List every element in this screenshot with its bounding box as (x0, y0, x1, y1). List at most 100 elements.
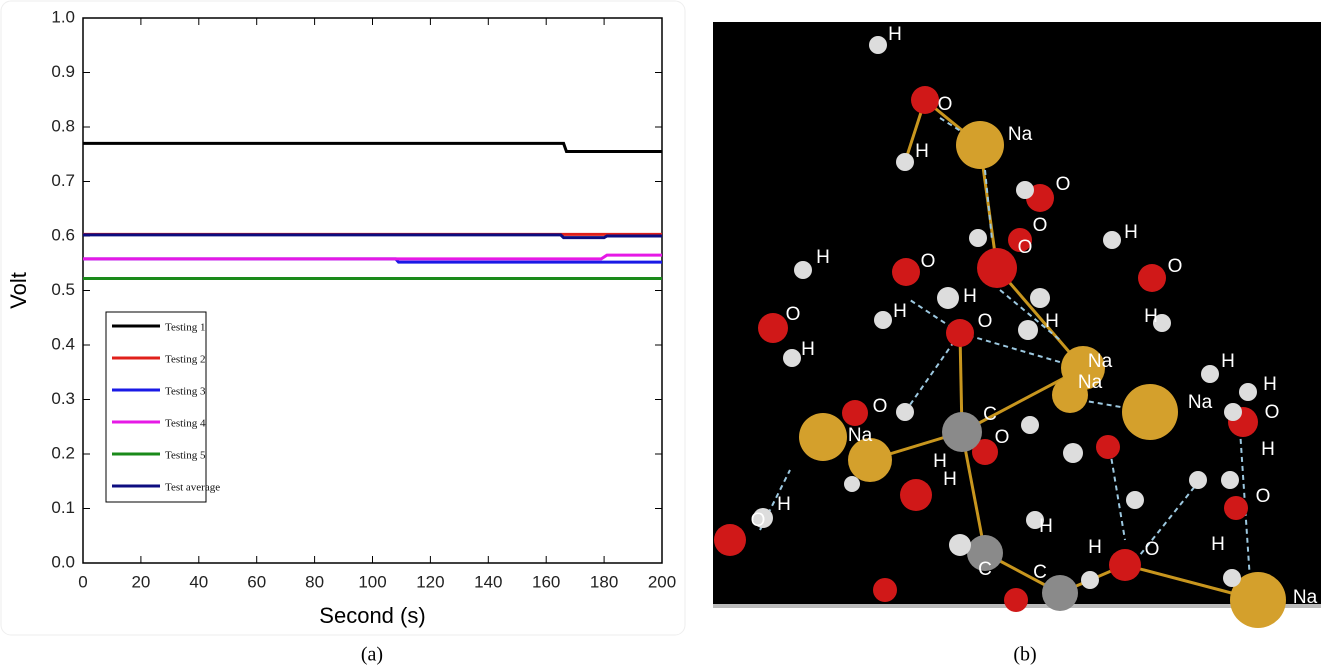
atom-label: H (1045, 311, 1059, 332)
y-tick-label: 0.9 (51, 62, 75, 81)
atom-label: H (1144, 306, 1158, 327)
atom (1189, 471, 1207, 489)
figure: 0.00.10.20.30.40.50.60.70.80.91.00204060… (0, 0, 1321, 670)
atom-label: O (1145, 539, 1160, 560)
atom-label: Na (1088, 351, 1113, 372)
atom (911, 86, 939, 114)
atom (1223, 569, 1241, 587)
atom (896, 403, 914, 421)
atom-label: O (1256, 486, 1271, 507)
y-axis-label: Volt (6, 272, 31, 309)
legend-label: Test average (165, 482, 220, 494)
x-tick-label: 0 (78, 572, 87, 591)
atom-label: H (963, 286, 977, 307)
x-tick-label: 60 (247, 572, 266, 591)
series-line (83, 143, 662, 151)
atom-label: O (1056, 174, 1071, 195)
atom (714, 524, 746, 556)
atom (942, 412, 982, 452)
atom (1109, 549, 1141, 581)
legend-label: Testing 5 (165, 450, 206, 462)
atom (977, 248, 1017, 288)
legend-label: Testing 2 (165, 354, 205, 366)
legend-label: Testing 3 (165, 386, 206, 398)
atom (1096, 435, 1120, 459)
atom-label: H (1088, 537, 1102, 558)
atom-label: O (995, 427, 1010, 448)
atom (873, 578, 897, 602)
y-tick-label: 0.8 (51, 116, 75, 135)
atom (1126, 491, 1144, 509)
page: 0.00.10.20.30.40.50.60.70.80.91.00204060… (0, 0, 1321, 670)
atom-label: H (801, 339, 815, 360)
atom (1221, 471, 1239, 489)
atom (956, 121, 1004, 169)
legend-label: Testing 1 (165, 322, 205, 334)
x-tick-label: 20 (131, 572, 150, 591)
atom-label: Na (1078, 372, 1103, 393)
atom-label: O (921, 251, 936, 272)
atom-label: H (933, 451, 947, 472)
atom-label: H (1263, 374, 1277, 395)
atom (1042, 575, 1078, 611)
atom-label: Na (1188, 392, 1213, 413)
y-tick-label: 0.4 (51, 334, 75, 353)
y-tick-label: 0.1 (51, 498, 75, 517)
atom (758, 313, 788, 343)
atom-label: H (1261, 439, 1275, 460)
atom (900, 479, 932, 511)
caption: (b) (1013, 644, 1036, 666)
atom (1004, 588, 1028, 612)
atom-label: H (893, 301, 907, 322)
atom-label: C (983, 404, 997, 425)
y-tick-label: 0.3 (51, 389, 75, 408)
atom (844, 476, 860, 492)
legend-label: Testing 4 (165, 418, 206, 430)
x-tick-label: 120 (416, 572, 444, 591)
atom-label: H (1124, 222, 1138, 243)
atom (1081, 571, 1099, 589)
y-tick-label: 0.5 (51, 280, 75, 299)
atom (1201, 365, 1219, 383)
atom-label: Na (1293, 587, 1318, 608)
atom (799, 413, 847, 461)
atom-label: O (1265, 402, 1280, 423)
x-tick-label: 100 (358, 572, 386, 591)
atom (949, 534, 971, 556)
atom-label: H (943, 469, 957, 490)
x-tick-label: 40 (189, 572, 208, 591)
atom (896, 153, 914, 171)
atom-label: O (1033, 215, 1048, 236)
panel-frame (1, 1, 685, 635)
atom-label: O (938, 94, 953, 115)
y-tick-label: 1.0 (51, 7, 75, 26)
atom (1016, 181, 1034, 199)
atom (1063, 443, 1083, 463)
atom-label: O (751, 510, 766, 531)
atom (842, 400, 868, 426)
x-tick-label: 200 (648, 572, 676, 591)
atom (892, 258, 920, 286)
atom-label: H (1221, 351, 1235, 372)
atom-label: Na (848, 425, 873, 446)
atom (1103, 231, 1121, 249)
atom (1224, 496, 1248, 520)
atom-label: H (888, 24, 902, 45)
atom (869, 36, 887, 54)
y-tick-label: 0.0 (51, 552, 75, 571)
legend-box (106, 312, 206, 502)
atom-label: C (1033, 562, 1047, 583)
image-background (713, 22, 1321, 606)
x-tick-label: 140 (474, 572, 502, 591)
atom (1239, 383, 1257, 401)
series-line (83, 255, 662, 259)
y-tick-label: 0.2 (51, 443, 75, 462)
y-tick-label: 0.6 (51, 225, 75, 244)
caption: (a) (361, 644, 383, 666)
atom-label: H (1039, 516, 1053, 537)
x-axis-label: Second (s) (319, 603, 425, 628)
atom-label: O (978, 311, 993, 332)
atom (1122, 384, 1178, 440)
atom-label: H (915, 141, 929, 162)
